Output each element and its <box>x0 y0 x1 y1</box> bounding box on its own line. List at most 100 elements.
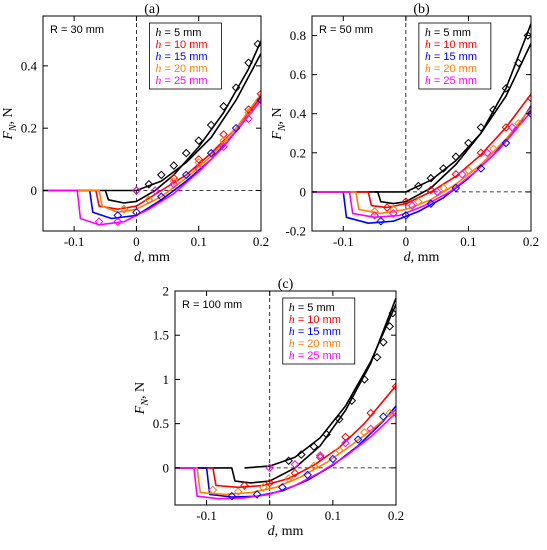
data-point <box>244 108 253 117</box>
data-point <box>360 375 369 384</box>
y-tick-label: 0.2 <box>290 145 306 160</box>
data-point <box>208 485 218 495</box>
legend-entry: h = 5 mm <box>289 300 335 314</box>
data-point <box>328 454 338 464</box>
legend-entry-var: h <box>155 49 161 63</box>
series-line <box>244 303 396 469</box>
legend-entry-text: = 15 mm <box>431 51 477 63</box>
data-point <box>144 179 154 189</box>
y-tick-label: 0.8 <box>290 28 306 43</box>
legend-entry: h = 5 mm <box>155 25 201 39</box>
y-tick-label: 0 <box>300 184 307 199</box>
data-point <box>181 170 191 180</box>
x-tick-label: -0.1 <box>333 234 354 249</box>
data-point <box>169 173 179 183</box>
data-point <box>252 490 262 499</box>
series-line <box>43 40 261 204</box>
x-axis-label-unit: , mm <box>141 250 170 265</box>
data-point <box>476 164 486 173</box>
legend-entry-text: = 5 mm <box>431 27 471 39</box>
y-tick-label: 2 <box>163 284 170 299</box>
data-point <box>113 217 123 226</box>
legend-entry: h = 15 mm <box>425 49 477 63</box>
x-axis-label: d, mm <box>134 250 170 265</box>
legend-entry-text: = 25 mm <box>295 350 341 362</box>
legend-entry: h = 15 mm <box>289 324 341 338</box>
legend-entry-var: h <box>425 73 431 87</box>
y-axis-label-unit: , N <box>133 382 148 399</box>
data-point <box>341 438 350 448</box>
panel-2: (c) -0.1 0 0.1 0.2 0 0.5 1 1.5 2 d, mm FN, N R = 100… <box>133 277 404 539</box>
data-point <box>315 451 325 460</box>
legend-entry: h = 25 mm <box>289 348 341 362</box>
y-axis-label-var: F <box>133 405 148 415</box>
data-point <box>169 179 179 189</box>
y-axis-label-unit: , N <box>270 107 285 124</box>
data-point <box>426 173 436 183</box>
legend-entry-text: = 20 mm <box>295 338 341 350</box>
data-point <box>206 120 216 130</box>
data-point <box>233 487 243 497</box>
data-point <box>181 148 191 158</box>
legend-entry-text: = 10 mm <box>161 39 207 51</box>
data-point <box>227 491 237 501</box>
series-line <box>175 385 396 489</box>
legend-entry-var: h <box>289 324 295 338</box>
panel-label: (a) <box>144 2 160 17</box>
series-line <box>312 105 531 224</box>
data-point <box>389 205 398 214</box>
x-axis-label-unit: , mm <box>275 524 304 539</box>
data-point <box>194 136 204 145</box>
data-point <box>514 119 523 128</box>
y-axis-label-sub: N <box>8 123 19 132</box>
y-tick-label: 0 <box>163 460 170 475</box>
data-point <box>414 181 423 191</box>
data-point <box>265 463 275 473</box>
legend-entry-var: h <box>155 61 161 75</box>
data-point <box>119 204 129 214</box>
x-tick-label: 0.2 <box>388 508 404 523</box>
data-point <box>476 148 486 158</box>
data-point <box>169 161 179 170</box>
series-line <box>43 99 261 226</box>
data-point <box>391 408 396 418</box>
data-point <box>464 138 473 148</box>
legend-entry-var: h <box>425 49 431 63</box>
series-line <box>175 297 396 484</box>
data-point <box>341 432 350 442</box>
data-point <box>290 468 300 478</box>
data-point <box>219 136 228 145</box>
data-point <box>376 216 386 226</box>
data-point <box>244 105 253 114</box>
data-point <box>385 408 394 418</box>
legend-entry-var: h <box>155 37 161 51</box>
data-point <box>414 197 423 206</box>
legend-entry-text: = 25 mm <box>431 75 477 87</box>
legend: h = 5 mmh = 10 mmh = 15 mmh = 20 mmh = 2… <box>418 22 492 90</box>
data-point <box>94 217 104 226</box>
legend-entry: h = 25 mm <box>425 73 477 87</box>
data-point <box>256 89 261 99</box>
data-point <box>385 322 394 331</box>
data-point <box>514 58 523 68</box>
legend-entry-var: h <box>289 300 295 314</box>
data-point <box>303 470 312 480</box>
legend-entry-text: = 15 mm <box>295 326 341 338</box>
legend-entry-text: = 20 mm <box>431 63 477 75</box>
y-axis-label-var: F <box>270 131 285 141</box>
data-point <box>439 183 448 193</box>
data-point <box>309 442 319 451</box>
x-tick-label: 0.1 <box>325 508 341 523</box>
data-point <box>464 166 473 175</box>
legend-entry-var: h <box>425 61 431 75</box>
data-point <box>523 31 531 40</box>
data-point <box>388 308 396 318</box>
series-line <box>312 111 531 219</box>
data-point <box>401 197 411 206</box>
legend-entry-text: = 20 mm <box>161 63 207 75</box>
data-point <box>451 170 461 179</box>
panel-1: (b)-0.1 0 0.1 0.2-0.200.20.40.60.8d, mmFN, … <box>270 2 539 265</box>
plot-frame <box>42 15 262 232</box>
x-tick-label: 0 <box>133 234 140 249</box>
data-point <box>157 192 166 202</box>
